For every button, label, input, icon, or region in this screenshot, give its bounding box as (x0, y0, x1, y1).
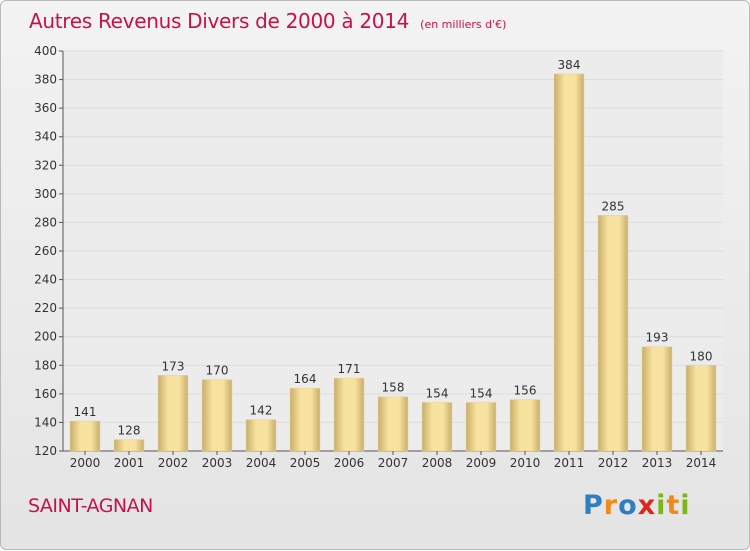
x-tick-label: 2006 (334, 456, 365, 470)
data-label: 158 (382, 381, 405, 395)
data-label: 156 (514, 384, 537, 398)
x-tick-label: 2011 (554, 456, 585, 470)
x-tick-label: 2012 (598, 456, 629, 470)
x-tick-label: 2005 (290, 456, 321, 470)
y-tick-label: 140 (34, 415, 57, 429)
logo-letter: i (656, 490, 667, 521)
logo-letter: x (637, 490, 657, 521)
data-label: 128 (118, 424, 141, 438)
data-label: 154 (470, 386, 493, 400)
chart-title: Autres Revenus Divers de 2000 à 2014 (29, 9, 410, 33)
y-tick-label: 200 (34, 330, 57, 344)
bar (641, 346, 673, 452)
bar (465, 402, 497, 452)
bar (201, 379, 233, 452)
data-label: 193 (646, 331, 669, 345)
bar (597, 215, 629, 452)
logo-letter: P (583, 490, 604, 521)
data-label: 154 (426, 386, 449, 400)
x-tick-label: 2010 (510, 456, 541, 470)
logo-letter: i (680, 490, 691, 521)
x-tick-label: 2004 (246, 456, 277, 470)
y-tick-label: 320 (34, 158, 57, 172)
bar (289, 387, 321, 452)
proxiti-logo: Proxiti (583, 490, 691, 521)
y-tick-label: 160 (34, 387, 57, 401)
y-tick-label: 120 (34, 444, 57, 458)
bar (421, 402, 453, 452)
chart-title-row: Autres Revenus Divers de 2000 à 2014 (en… (29, 9, 506, 33)
x-tick-label: 2013 (642, 456, 673, 470)
x-tick-label: 2009 (466, 456, 497, 470)
data-label: 141 (74, 405, 97, 419)
x-tick-label: 2014 (686, 456, 717, 470)
y-tick-label: 280 (34, 215, 57, 229)
data-label: 285 (602, 199, 625, 213)
data-label: 170 (206, 364, 229, 378)
y-tick-label: 220 (34, 301, 57, 315)
x-tick-label: 2002 (158, 456, 189, 470)
y-tick-label: 340 (34, 130, 57, 144)
chart-subtitle: (en milliers d'€) (420, 18, 507, 31)
x-tick-label: 2008 (422, 456, 453, 470)
data-label: 180 (690, 349, 713, 363)
x-tick-label: 2003 (202, 456, 233, 470)
y-tick-label: 360 (34, 101, 57, 115)
data-label: 164 (294, 372, 317, 386)
logo-letter: r (603, 490, 619, 521)
logo-letter: t (666, 490, 681, 521)
bar (377, 396, 409, 452)
bar (157, 375, 189, 452)
bar (553, 73, 585, 452)
bar (113, 439, 145, 452)
y-tick-label: 240 (34, 273, 57, 287)
commune-name: SAINT-AGNAN (28, 495, 153, 517)
data-label: 171 (338, 362, 361, 376)
bar (69, 420, 101, 452)
x-tick-label: 2001 (114, 456, 145, 470)
data-label: 173 (162, 359, 185, 373)
y-tick-label: 400 (34, 44, 57, 58)
bar (245, 419, 277, 452)
y-tick-label: 260 (34, 244, 57, 258)
bar (333, 377, 365, 452)
x-tick-label: 2000 (70, 456, 101, 470)
y-tick-label: 380 (34, 73, 57, 87)
y-tick-label: 180 (34, 358, 57, 372)
data-label: 142 (250, 404, 273, 418)
y-tick-label: 300 (34, 187, 57, 201)
data-label: 384 (558, 58, 581, 72)
bar (509, 399, 541, 452)
logo-letter: o (618, 490, 638, 521)
x-tick-label: 2007 (378, 456, 409, 470)
bar (685, 365, 717, 452)
